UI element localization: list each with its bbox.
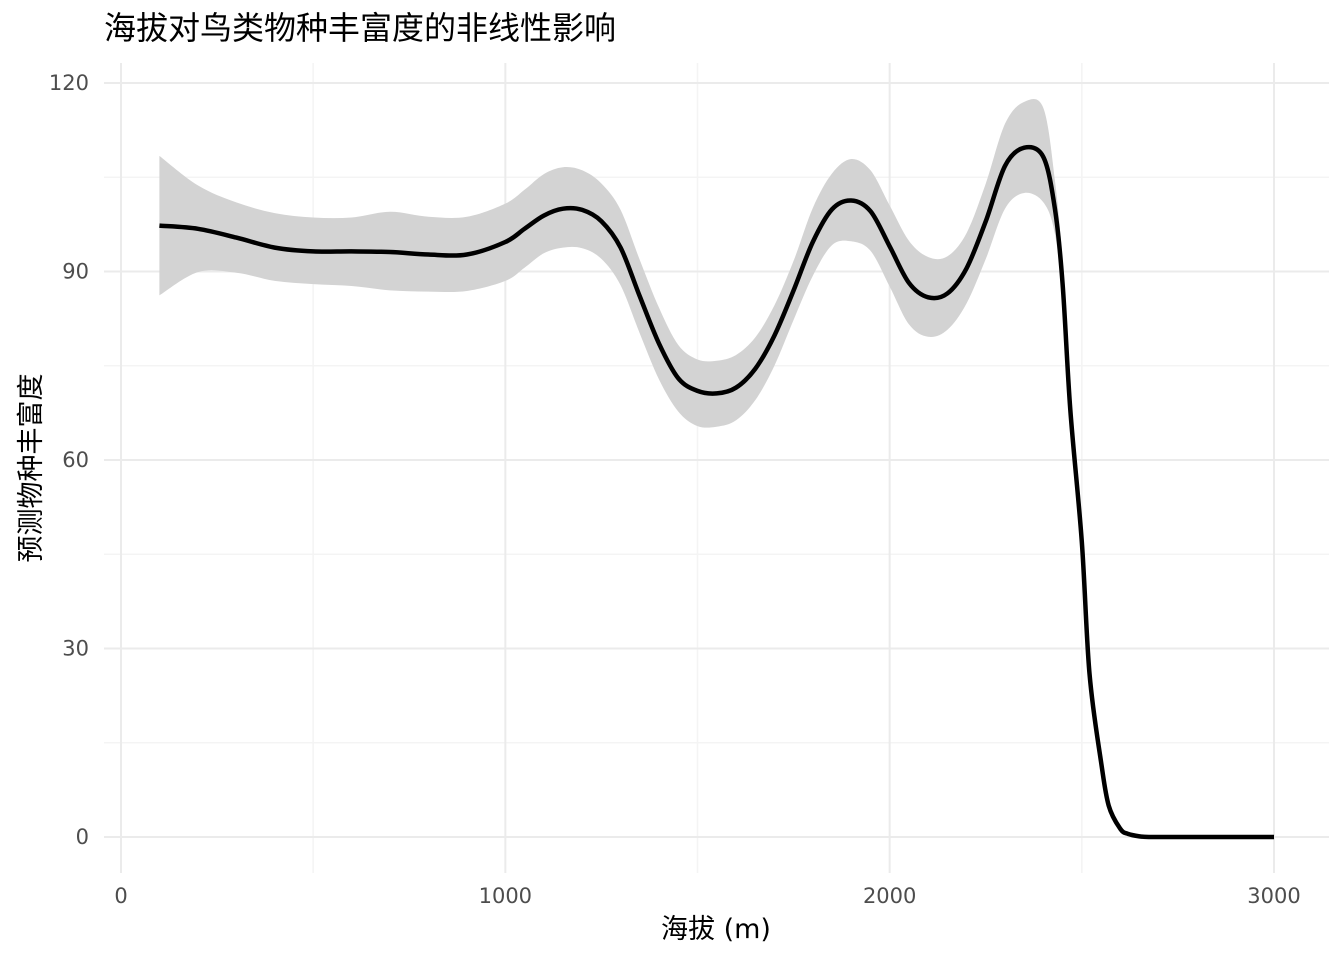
y-tick-label: 30 [62, 637, 89, 661]
y-tick-label: 0 [76, 825, 89, 849]
x-tick-label: 2000 [863, 884, 916, 908]
y-axis-title: 预测物种丰富度 [16, 374, 47, 563]
chart-title: 海拔对鸟类物种丰富度的非线性影响 [104, 9, 616, 47]
y-tick-label: 60 [62, 448, 89, 472]
x-tick-label: 0 [114, 884, 127, 908]
y-tick-label: 90 [62, 260, 89, 284]
x-tick-label: 3000 [1247, 884, 1300, 908]
x-axis-title: 海拔 (m) [661, 914, 771, 945]
y-tick-label: 120 [49, 71, 89, 95]
x-tick-label: 1000 [479, 884, 532, 908]
